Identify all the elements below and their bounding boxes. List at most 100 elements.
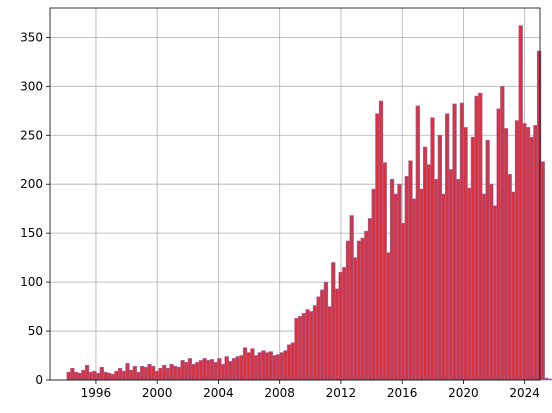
histogram-bar [298,316,303,381]
histogram-bar [367,218,373,381]
x-axis-ticks: 1996 2000 2004 2008 2012 2016 2020 2024 [81,380,540,400]
histogram-bar [66,371,71,381]
histogram-bar [456,179,461,381]
histogram-bar [132,365,137,381]
histogram-bar [224,356,229,381]
histogram-bar [191,364,196,381]
histogram-bar [103,371,108,381]
histogram-bar [375,113,380,381]
y-tick-label: 0 [35,373,43,387]
histogram-bar [518,25,523,381]
histogram-bar [400,223,406,381]
histogram-bar [84,365,90,381]
y-tick-label: 150 [20,226,43,240]
histogram-bar [268,351,273,381]
histogram-bar [323,281,329,381]
histogram-bar [81,369,86,381]
histogram-bar [364,230,369,381]
histogram-bar [246,352,251,381]
y-axis-ticks: 0 50 100 150 200 250 300 350 [20,30,50,387]
histogram-bar [239,355,244,381]
histogram-bar [411,198,417,381]
y-tick-label: 100 [20,275,43,289]
histogram-bar [136,371,141,381]
histogram-bar [533,125,538,381]
histogram-bar [485,139,490,381]
histogram-bar [253,355,259,381]
histogram-bar [397,183,402,381]
histogram-bar [272,355,277,381]
histogram-bar [217,358,222,381]
x-tick-label: 1996 [81,386,112,400]
histogram-bar [474,95,479,381]
histogram-bar [184,362,189,381]
histogram-bar [92,370,97,381]
histogram-bar [511,191,516,381]
x-tick-label: 2024 [509,386,540,400]
histogram-bar [415,105,420,381]
histogram-bar [316,296,321,381]
y-tick-label: 250 [20,128,43,142]
histogram-bar [261,350,266,381]
histogram-bar [334,288,340,381]
histogram-bar [503,128,509,381]
histogram-bar [500,86,505,381]
histogram-bar [70,367,75,381]
histogram-bar [231,358,237,381]
histogram-bar [331,262,336,381]
histogram-bar [110,373,115,381]
histogram-bar [540,161,545,381]
histogram-bar [198,360,204,381]
histogram-bar [77,372,82,381]
histogram-bar [441,193,446,381]
histogram-bar [353,257,358,381]
histogram-bar [209,359,215,381]
histogram-bar [129,369,134,381]
histogram-bar [459,102,465,381]
histogram-bar [106,372,112,381]
histogram-bar [522,123,527,381]
histogram-bar [338,272,343,381]
histogram-bar [445,113,450,381]
histogram-bar [213,362,218,381]
histogram-bar [301,313,307,381]
histogram-bar [371,188,376,381]
histogram-bar [147,364,152,381]
histogram-bar [173,365,178,381]
histogram-bar [452,103,457,381]
histogram-bar [117,367,123,381]
histogram-bar [342,267,347,381]
histogram-bar [290,342,295,381]
histogram-bar [88,371,93,381]
plot-frame [49,7,541,381]
histogram-bar [393,193,398,381]
histogram-bar [360,237,365,381]
histogram-bar [151,365,156,381]
histogram-bar [202,358,207,381]
histogram-bar [287,344,292,381]
histogram-bar [529,136,534,381]
x-tick-label: 2004 [203,386,234,400]
histogram-bar [463,127,468,381]
histogram-bar [544,377,549,381]
histogram-bar [547,378,552,381]
histogram-bar [467,187,472,381]
histogram-bar [378,100,384,381]
histogram-bar [507,174,512,381]
histogram-bar [489,183,494,381]
histogram-bar [382,162,387,381]
histogram-bar [478,92,483,381]
y-tick-label: 350 [20,30,43,44]
histogram-bar [195,362,200,381]
histogram-bar [176,366,182,381]
histogram-bar [264,352,270,381]
histogram-bar [320,289,325,381]
histogram-bar [121,370,126,381]
histogram-bar [276,354,281,381]
histogram-bar [349,215,354,381]
histogram-bar [492,205,498,381]
histogram-bar [206,360,211,381]
histogram-bar [250,348,255,381]
x-tick-label: 2000 [142,386,173,400]
